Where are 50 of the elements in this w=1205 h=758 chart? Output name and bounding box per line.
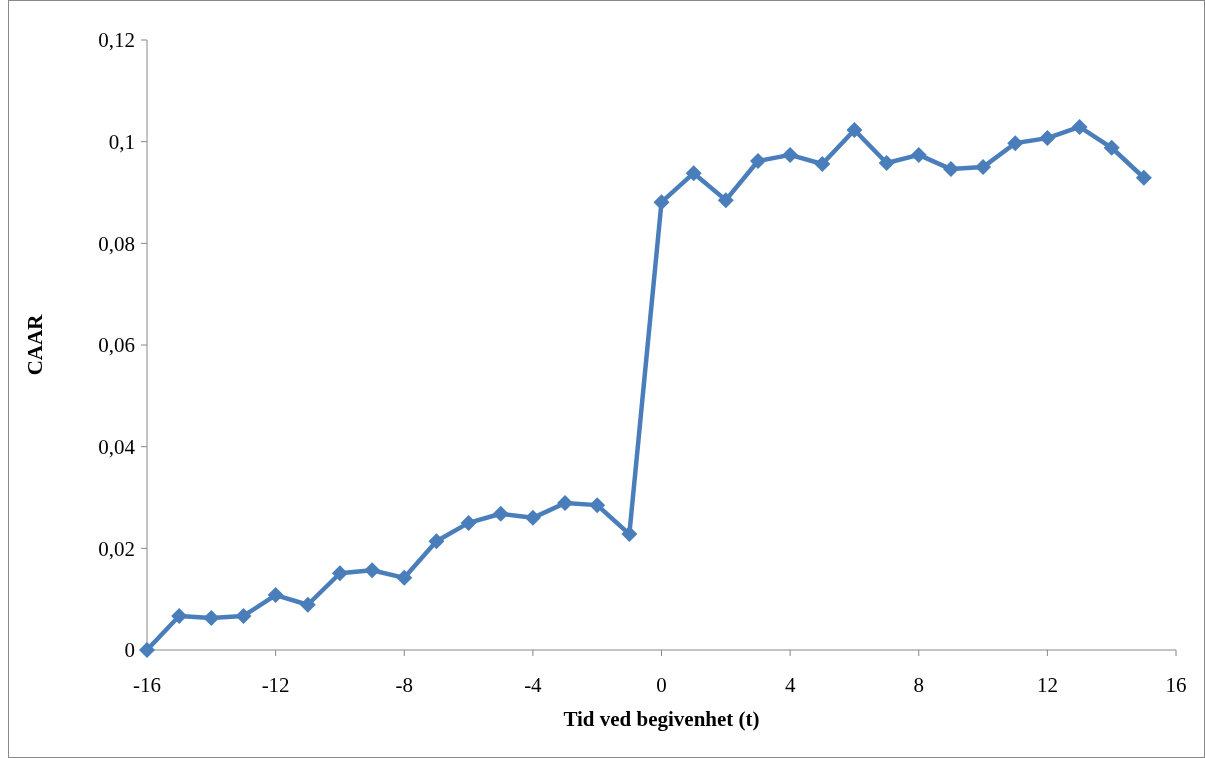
point: [139, 642, 155, 658]
point: [1071, 118, 1088, 135]
point: [299, 596, 316, 613]
point: [749, 152, 766, 169]
point: [846, 121, 863, 138]
point: [1039, 130, 1056, 147]
y-tick-label: 0,1: [108, 130, 135, 155]
point: [524, 509, 541, 526]
x-tick-label: -4: [524, 673, 543, 697]
point: [910, 146, 927, 163]
x-tick-label: 12: [1036, 673, 1058, 697]
point: [460, 514, 477, 531]
point: [557, 495, 574, 512]
point: [171, 607, 188, 624]
point: [975, 159, 992, 176]
point: [364, 562, 381, 579]
y-tick-label: 0,02: [98, 536, 135, 561]
point: [203, 609, 220, 626]
point: [653, 194, 670, 211]
x-tick-label: -16: [133, 673, 161, 697]
x-tick-label: 4: [784, 673, 796, 697]
point: [235, 607, 252, 624]
point: [782, 146, 799, 163]
x-tick-label: -12: [261, 673, 290, 697]
point: [428, 533, 445, 550]
point: [396, 569, 413, 586]
y-tick-label: 0: [124, 638, 135, 663]
point: [685, 165, 702, 182]
x-tick-label: 8: [913, 673, 924, 697]
point: [814, 156, 831, 173]
y-tick-label: 0,06: [98, 333, 135, 358]
point: [1135, 169, 1152, 186]
y-tick-label: 0,08: [98, 231, 135, 256]
x-tick-label: -8: [395, 673, 413, 697]
x-tick-label: 16: [1165, 673, 1187, 697]
point: [589, 497, 606, 514]
y-tick-label: 0,04: [98, 435, 136, 460]
x-axis-title: Tid ved begivenhet (t): [563, 707, 760, 731]
point: [878, 155, 895, 172]
point: [1007, 135, 1024, 152]
y-axis-title: CAAR: [23, 313, 47, 376]
point: [717, 192, 734, 209]
point: [492, 505, 509, 522]
point: [942, 161, 959, 178]
x-tick-label: 0: [656, 673, 667, 697]
point: [621, 526, 638, 543]
y-tick-label: 0,12: [98, 28, 135, 53]
point: [267, 587, 284, 604]
point: [1103, 139, 1120, 156]
point: [331, 565, 348, 582]
